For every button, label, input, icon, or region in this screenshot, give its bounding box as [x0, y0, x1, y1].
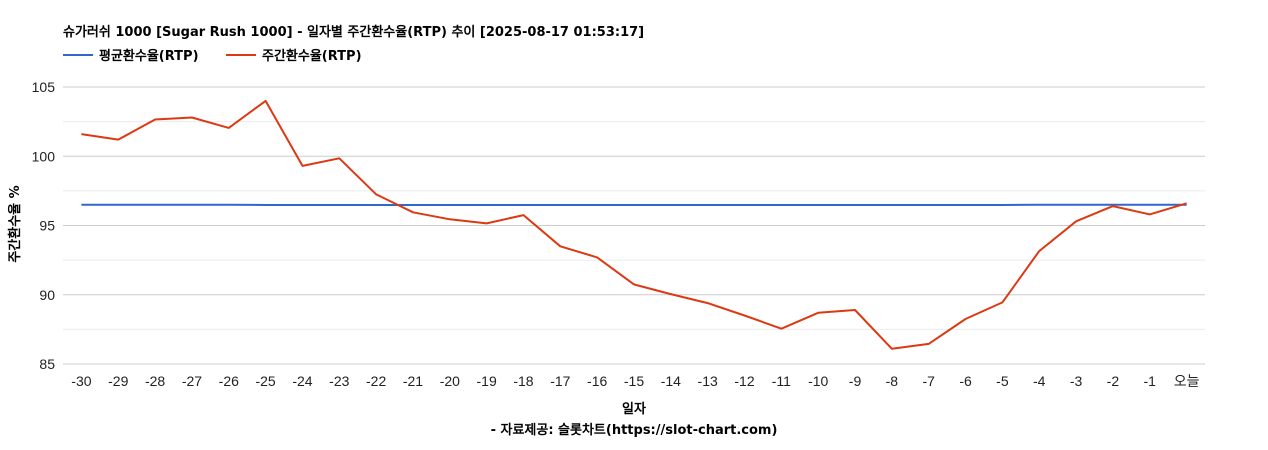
x-tick-label: -29	[108, 373, 128, 389]
x-tick-label: -9	[849, 373, 862, 389]
x-axis-title: 일자	[622, 402, 646, 417]
legend-label-weekly: 주간환수율(RTP)	[262, 48, 362, 64]
y-tick-label: 90	[39, 287, 55, 303]
y-tick-label: 85	[39, 356, 55, 372]
y-tick-label: 100	[32, 148, 56, 164]
x-tick-label: -13	[698, 373, 718, 389]
x-tick-label: -24	[292, 373, 312, 389]
x-tick-label: -1	[1144, 373, 1157, 389]
x-tick-label: -11	[772, 373, 791, 389]
x-tick-label: -27	[182, 373, 202, 389]
gridlines	[63, 86, 1205, 365]
x-tick-label: -10	[808, 373, 828, 389]
y-axis-title: 주간환수율 %	[7, 185, 23, 262]
x-tick-label: -5	[996, 373, 1009, 389]
x-tick-label: -6	[959, 373, 972, 389]
series-line-weekly-rtp	[81, 99, 1187, 350]
y-tick-label: 95	[39, 218, 55, 234]
x-tick-label: -30	[71, 373, 91, 389]
x-tick-label: 오늘	[1174, 373, 1200, 389]
x-tick-label: -15	[624, 373, 644, 389]
legend-label-average: 평균환수율(RTP)	[99, 48, 199, 64]
chart-title: 슈가러쉬 1000 [Sugar Rush 1000] - 일자별 주간환수율(…	[63, 24, 644, 40]
x-tick-label: -20	[440, 373, 460, 389]
source-note: - 자료제공: 슬롯차트(https://slot-chart.com)	[491, 422, 778, 438]
y-tick-label: 105	[32, 79, 56, 95]
x-tick-label: -4	[1033, 373, 1046, 389]
legend: 평균환수율(RTP) 주간환수율(RTP)	[63, 48, 362, 64]
x-tick-label: -22	[366, 373, 386, 389]
x-tick-label: -26	[219, 373, 239, 389]
x-tick-label: -17	[550, 373, 570, 389]
x-tick-label: -21	[403, 373, 423, 389]
x-tick-label: -8	[886, 373, 899, 389]
x-tick-label: -18	[513, 373, 533, 389]
x-tick-label: -3	[1070, 373, 1083, 389]
x-tick-label: -23	[329, 373, 349, 389]
x-tick-label: -16	[587, 373, 607, 389]
x-tick-label: -19	[477, 373, 497, 389]
x-tick-label: -7	[922, 373, 935, 389]
series-lines	[81, 99, 1187, 350]
x-tick-label: -12	[734, 373, 754, 389]
x-tick-label: -2	[1107, 373, 1120, 389]
y-axis-ticks: 85 90 95 100 105	[32, 79, 56, 372]
x-tick-label: -28	[145, 373, 165, 389]
x-tick-label: -25	[255, 373, 275, 389]
x-tick-label: -14	[661, 373, 681, 389]
x-axis-ticks: -30 -29 -28 -27 -26 -25 -24 -23 -22 -21 -20 -19 -18 -…	[71, 373, 1199, 389]
